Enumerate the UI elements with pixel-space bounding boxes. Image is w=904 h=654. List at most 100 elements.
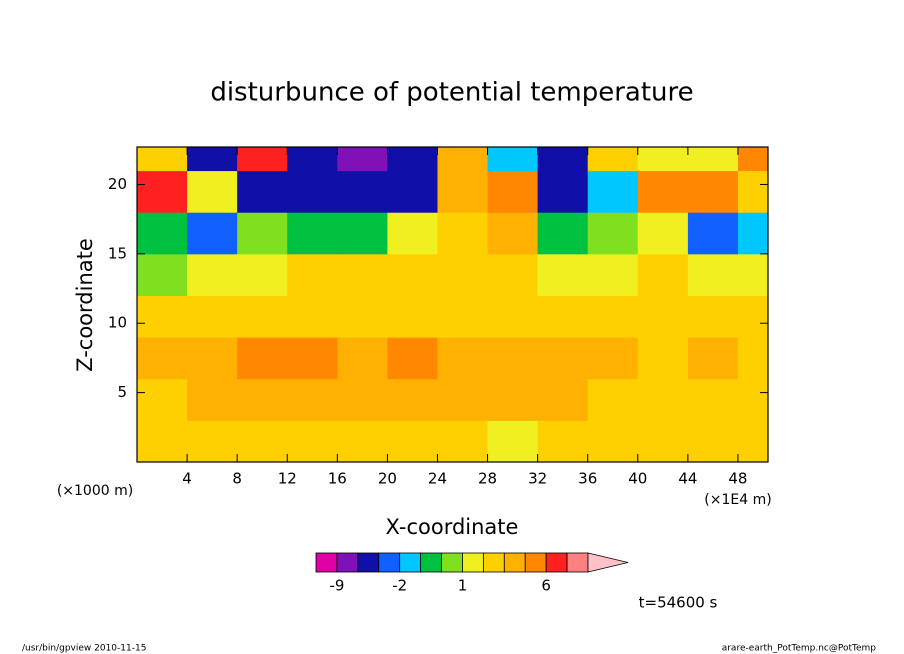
field-cell (687, 295, 739, 338)
field-cell (487, 253, 539, 296)
field-cell (237, 295, 288, 338)
field-cell (737, 253, 768, 296)
x-tick-label: 40 (628, 470, 647, 488)
field-cell (137, 420, 188, 462)
field-cell (537, 420, 589, 462)
x-tick-label: 4 (182, 470, 192, 488)
field-cell (687, 420, 739, 462)
field-cell (137, 212, 188, 255)
x-tick-label: 48 (728, 470, 747, 488)
field-cell (487, 378, 539, 421)
field-cell (437, 420, 489, 462)
field-cell (137, 378, 188, 421)
colorbar-segment (482, 552, 505, 573)
field-cell (587, 295, 639, 338)
field-cell (287, 253, 338, 296)
field-cell (387, 147, 438, 172)
x-tick-label: 20 (378, 470, 397, 488)
field-cell (137, 170, 188, 213)
field-cell (137, 337, 188, 380)
field-cell (387, 295, 438, 338)
field-cell (287, 170, 338, 213)
colorbar-segment (566, 552, 589, 573)
y-tick-label: 20 (108, 175, 127, 193)
x-offset-unit: (×1000 m) (57, 483, 133, 499)
y-tick-label: 15 (108, 244, 127, 262)
field-cell (587, 147, 639, 172)
field-cell (687, 253, 739, 296)
field-cell (187, 170, 238, 213)
field-cell (287, 378, 338, 421)
field-cell (337, 212, 388, 255)
x-tick-label: 28 (478, 470, 497, 488)
time-label: t=54600 s (639, 594, 718, 612)
field-cell (137, 295, 188, 338)
field-cell (287, 420, 338, 462)
field-cell (187, 212, 238, 255)
colorbar-segment (336, 552, 359, 573)
field-cell (187, 420, 238, 462)
colorbar-segment (315, 552, 338, 573)
colorbar-segment (420, 552, 442, 573)
field-cell (537, 147, 589, 172)
field-cell (437, 212, 489, 255)
field-cell (237, 420, 288, 462)
x-tick-label: 32 (528, 470, 547, 488)
field-cell (687, 212, 739, 255)
field-cell (237, 337, 288, 380)
field-cell (487, 212, 539, 255)
field-cell (437, 378, 489, 421)
y-axis-label: Z-coordinate (73, 238, 97, 372)
field-cell (237, 170, 288, 213)
footer-right: arare-earth_PotTemp.nc@PotTemp (722, 644, 877, 654)
colorbar-segment (462, 552, 484, 573)
contour-field (137, 147, 768, 462)
field-cell (387, 420, 438, 462)
colorbar-label: 1 (458, 577, 468, 595)
field-cell (337, 147, 388, 172)
x-tick-label: 8 (232, 470, 242, 488)
field-cell (137, 253, 188, 296)
field-cell (437, 147, 489, 172)
field-cell (687, 337, 739, 380)
colorbar-segment (441, 552, 463, 573)
colorbar-label: -9 (329, 577, 344, 595)
field-cell (337, 170, 388, 213)
x-tick-label: 24 (428, 470, 447, 488)
field-cell (687, 170, 739, 213)
field-cell (387, 253, 438, 296)
x-tick-label: 36 (578, 470, 597, 488)
plot-frame (136, 146, 769, 463)
colorbar-segment (378, 552, 401, 573)
field-cell (487, 337, 539, 380)
field-cell (537, 295, 589, 338)
field-cell (237, 147, 288, 172)
field-cell (737, 337, 768, 380)
field-cell (187, 147, 238, 172)
colorbar: -9 -2 1 6 (315, 552, 629, 595)
field-cell (587, 253, 639, 296)
y-tick-label: 5 (117, 383, 127, 401)
field-cell (587, 337, 639, 380)
field-cell (337, 253, 388, 296)
field-cell (187, 253, 238, 296)
field-cell (737, 170, 768, 213)
field-cell (637, 295, 689, 338)
field-cell (287, 337, 338, 380)
field-cell (737, 295, 768, 338)
colorbar-extension (587, 552, 629, 573)
field-cell (637, 253, 689, 296)
x-tick-label: 16 (328, 470, 347, 488)
field-cell (587, 170, 639, 213)
colorbar-segment (399, 552, 422, 573)
field-cell (487, 420, 539, 462)
colorbar-segment (545, 552, 568, 573)
field-cell (637, 212, 689, 255)
x-tick-label: 12 (278, 470, 297, 488)
field-cell (587, 212, 639, 255)
x-tick-label: 44 (678, 470, 697, 488)
field-cell (687, 378, 739, 421)
field-cell (387, 378, 438, 421)
field-cell (287, 295, 338, 338)
x-axis-label: X-coordinate (386, 515, 519, 539)
